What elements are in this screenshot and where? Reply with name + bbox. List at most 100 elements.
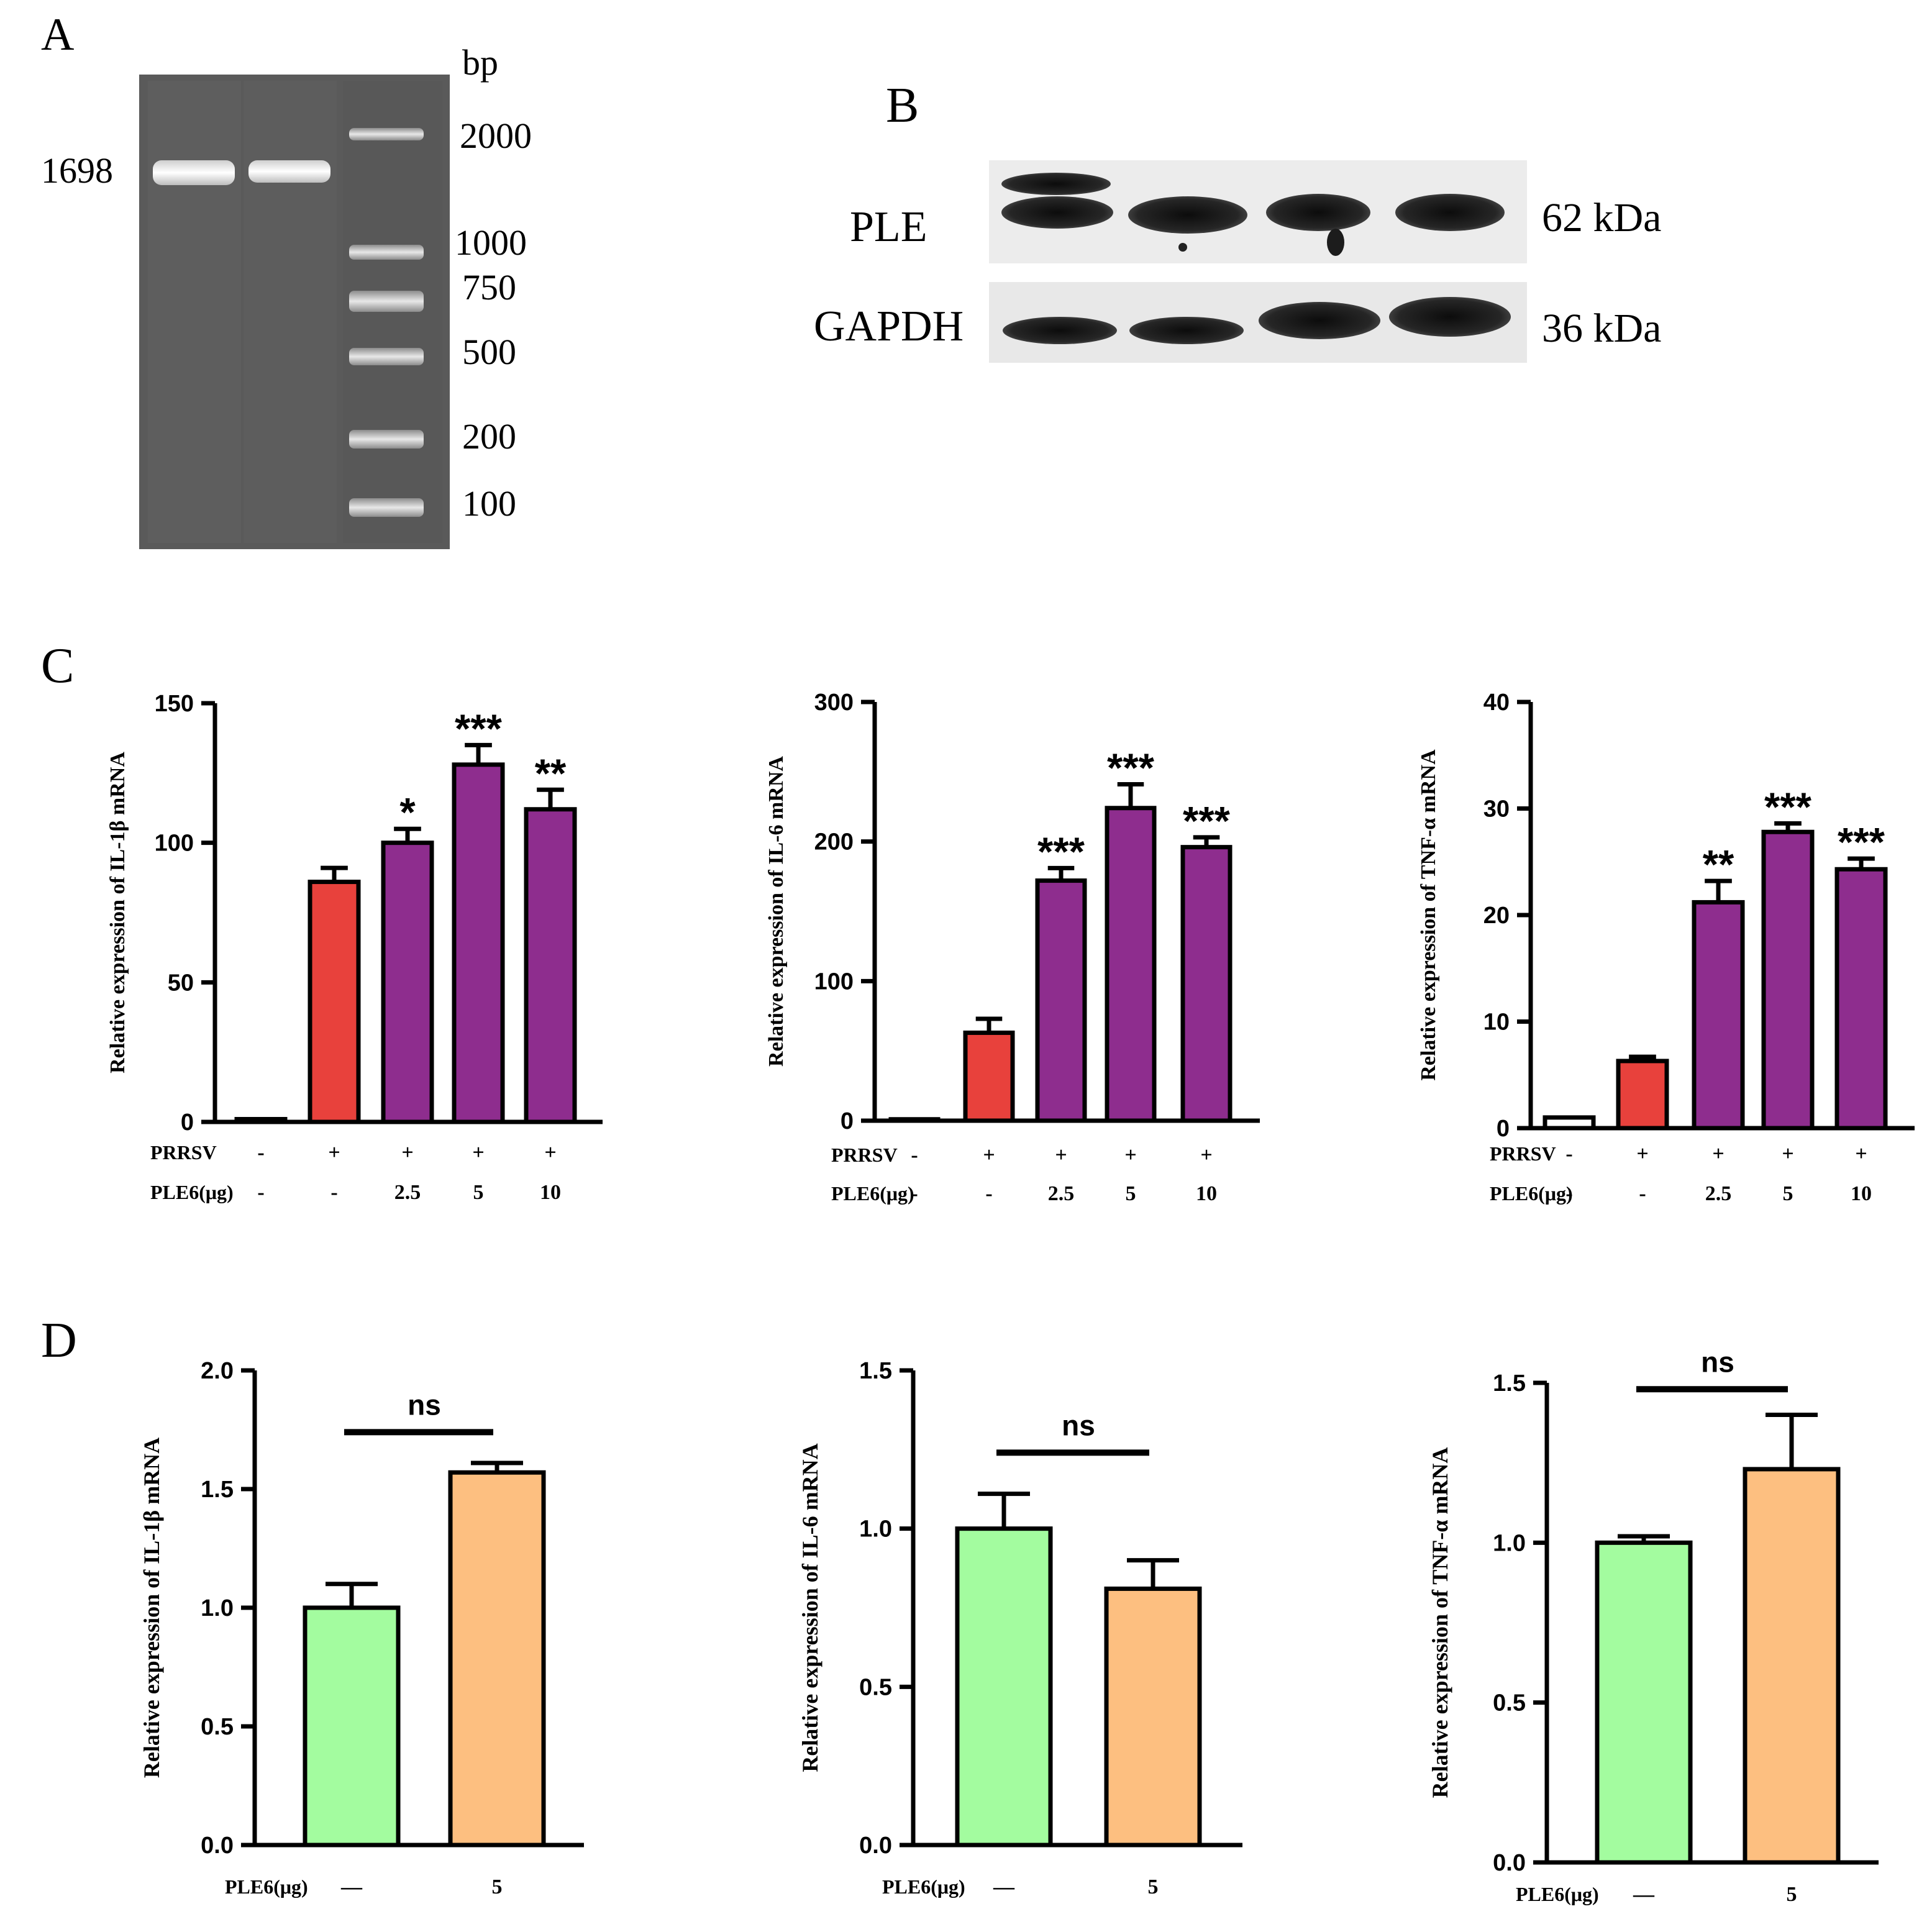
condition-cell: 2.5 xyxy=(394,1181,421,1204)
condition-cell: - xyxy=(911,1144,918,1167)
condition-cell: - xyxy=(1565,1182,1572,1205)
condition-cell: 2.5 xyxy=(1705,1182,1732,1205)
comparison-label: ns xyxy=(408,1388,441,1421)
blot-band-gapdh-lane-2 xyxy=(1129,317,1244,344)
condition-cell: 10 xyxy=(1851,1182,1872,1205)
condition-row-label: PRRSV xyxy=(831,1144,898,1166)
condition-cell: + xyxy=(1712,1142,1724,1165)
ladder-label: 500 xyxy=(462,332,516,372)
panel-c-letter: C xyxy=(41,639,74,693)
y-tick-label: 300 xyxy=(814,690,854,716)
ladder-label: 200 xyxy=(462,416,516,457)
bar xyxy=(1595,1540,1693,1865)
bar xyxy=(452,762,505,1124)
y-tick-label: 1.0 xyxy=(201,1595,234,1621)
y-axis-label: Relative expression of IL-6 mRNA xyxy=(798,1443,822,1772)
y-axis-label: Relative expression of IL-1β mRNA xyxy=(106,752,129,1073)
panel-a: A bp 1698 2000 1000 750 500 200 100 xyxy=(41,9,532,549)
bar xyxy=(1105,806,1157,1123)
y-tick-label: 100 xyxy=(814,968,854,995)
significance-label: *** xyxy=(1838,819,1885,865)
bar xyxy=(1180,845,1233,1123)
significance-label: *** xyxy=(1183,798,1231,844)
ladder-band xyxy=(349,348,424,365)
condition-cell: - xyxy=(257,1141,264,1164)
blot-band-gapdh-lane-3 xyxy=(1259,302,1380,339)
chart-d-tnfa: 0.0 0.5 1.0 1.5 ns Relative expression of TNF… xyxy=(1428,1346,1879,1906)
bar xyxy=(303,1605,401,1848)
chart-d-il6: 0.0 0.5 1.0 1.5 ns Relative expression of IL-… xyxy=(798,1358,1242,1898)
y-tick-label: 50 xyxy=(168,970,194,996)
condition-cell: + xyxy=(1782,1142,1793,1165)
bar xyxy=(381,841,434,1124)
blot-band-ple-lane-4 xyxy=(1395,194,1505,231)
y-tick-label: 0.0 xyxy=(1493,1850,1526,1876)
blot-mw-label: 36 kDa xyxy=(1542,306,1661,351)
condition-cell: - xyxy=(257,1181,264,1204)
significance-label: *** xyxy=(1764,785,1812,830)
condition-cell: - xyxy=(1639,1182,1646,1205)
blot-band-gapdh-lane-4 xyxy=(1389,297,1511,337)
condition-cell: + xyxy=(1855,1142,1867,1165)
y-tick-label: 150 xyxy=(155,691,194,717)
y-tick-label: 100 xyxy=(155,831,194,857)
condition-cell: 5 xyxy=(1787,1883,1797,1906)
gel-unit-label: bp xyxy=(462,42,498,83)
blot-band-ple-lane-2 xyxy=(1128,196,1247,234)
y-tick-label: 0.0 xyxy=(859,1833,892,1859)
ladder-label: 750 xyxy=(462,267,516,308)
condition-row-label: PLE6(μg) xyxy=(1490,1182,1573,1205)
condition-cell: + xyxy=(544,1141,556,1164)
y-tick-label: 1.5 xyxy=(1493,1370,1526,1397)
panel-d-letter: D xyxy=(41,1313,77,1368)
y-tick-label: 0.0 xyxy=(201,1833,234,1859)
blot-mw-label: 62 kDa xyxy=(1542,195,1661,240)
significance-label: * xyxy=(399,790,416,835)
y-tick-label: 0.5 xyxy=(1493,1690,1526,1716)
bar xyxy=(1743,1467,1841,1865)
y-tick-label: 1.0 xyxy=(859,1516,892,1542)
ladder-label: 100 xyxy=(462,483,516,524)
condition-cell: 10 xyxy=(1196,1182,1217,1205)
condition-cell: + xyxy=(1124,1144,1136,1167)
chart-d-il1b: 0.0 0.5 1.0 1.5 2.0 ns Relative expression of … xyxy=(139,1358,584,1898)
panel-b: B PLE 62 kDa GAPDH 36 kDa xyxy=(814,78,1661,363)
y-axis-label: Relative expression of IL-6 mRNA xyxy=(765,756,788,1067)
condition-cell: + xyxy=(1200,1144,1212,1167)
blot-band-gapdh-lane-1 xyxy=(1003,317,1117,344)
y-tick-label: 0 xyxy=(181,1110,194,1136)
bar xyxy=(524,807,577,1124)
blot-band-ple-lane-3-spot xyxy=(1327,229,1344,256)
y-tick-label: 0 xyxy=(1497,1116,1510,1142)
y-tick-label: 1.0 xyxy=(1493,1530,1526,1556)
bar xyxy=(1761,829,1815,1131)
y-tick-label: 1.5 xyxy=(201,1477,234,1503)
bar xyxy=(1616,1059,1669,1131)
condition-cell: 5 xyxy=(1148,1875,1159,1898)
blot-protein-label: GAPDH xyxy=(814,303,964,350)
gel-product-band-2 xyxy=(248,160,330,183)
blot-protein-label: PLE xyxy=(850,203,927,251)
bar xyxy=(1834,867,1888,1131)
condition-row-label: PLE6(μg) xyxy=(225,1875,308,1898)
ladder-band xyxy=(349,430,424,449)
condition-cell: + xyxy=(1636,1142,1648,1165)
condition-row-label: PRRSV xyxy=(150,1141,217,1164)
gel-lane-1 xyxy=(148,81,241,543)
condition-cell: 10 xyxy=(540,1181,561,1204)
ladder-label: 2000 xyxy=(460,116,532,156)
blot-band-ple-lane-1-upper xyxy=(1001,173,1111,195)
bar xyxy=(1104,1586,1202,1848)
condition-cell: - xyxy=(330,1181,337,1204)
condition-cell: + xyxy=(1055,1144,1067,1167)
y-tick-label: 10 xyxy=(1483,1009,1510,1036)
y-tick-label: 200 xyxy=(814,829,854,855)
y-axis-label: Relative expression of TNF-α mRNA xyxy=(1428,1447,1452,1798)
condition-row-label: PLE6(μg) xyxy=(831,1182,914,1205)
y-tick-label: 0.5 xyxy=(859,1674,892,1700)
condition-cell: - xyxy=(985,1182,992,1205)
bar xyxy=(955,1526,1053,1848)
